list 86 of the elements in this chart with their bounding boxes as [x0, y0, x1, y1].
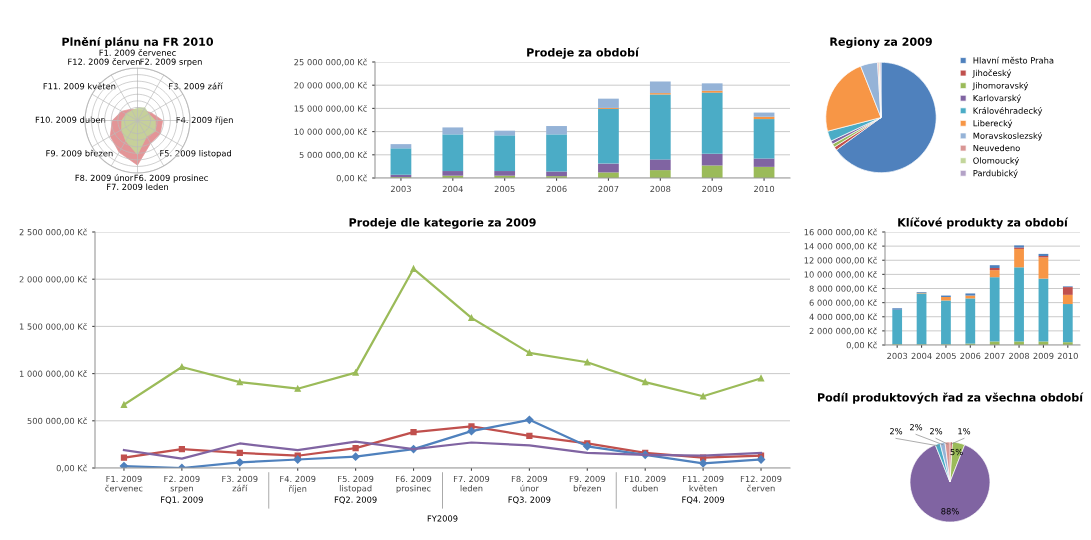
data-label: 2%: [930, 428, 943, 435]
legend-label: Pardubický: [973, 169, 1018, 178]
spoke-label: F11. 2009 květen: [43, 82, 116, 90]
spoke-label: F2. 2009 srpen: [140, 58, 202, 67]
x-tick-label: F3. 2009 září: [222, 475, 258, 492]
spoke-label: F5. 2009 listopad: [160, 150, 231, 159]
x-tick-label: F6. 2009 prosinec: [396, 475, 432, 494]
x-tick-label: 2007: [598, 185, 619, 193]
chart-title: Prodeje dle kategorie za 2009: [349, 218, 536, 229]
legend-label: Karlovarský: [973, 94, 1022, 103]
chart-title: Regiony za 2009: [830, 37, 932, 49]
spoke-label: F8. 2009 únor: [75, 174, 134, 182]
text: FQ3. 2009: [508, 496, 551, 504]
y-tick-label: 2 000 000,00 Kč: [19, 275, 87, 284]
x-tick-label: 2003: [887, 352, 908, 360]
y-tick-label: 12 000 000,00 Kč: [804, 256, 877, 265]
y-tick-label: 25 000 000,00 Kč: [294, 58, 367, 67]
spoke-label: F6. 2009 prosinec: [134, 174, 208, 183]
legend-label: Olomoucký: [973, 156, 1020, 166]
spoke-label: F1. 2009 červenec: [99, 49, 176, 56]
data-label: 2%: [910, 424, 923, 431]
x-tick-label: 2006: [546, 185, 567, 193]
y-tick-label: 20 000 000,00 Kč: [294, 81, 367, 90]
x-tick-label: 2007: [984, 352, 1005, 360]
x-tick-label: F8. 2009 únor: [511, 475, 548, 492]
x-tick-label: 2009: [1033, 352, 1054, 360]
y-tick-label: 2 000 000,00 Kč: [809, 327, 877, 336]
legend-label: Jihočeský: [972, 69, 1012, 78]
x-tick-label: 2008: [650, 185, 671, 193]
y-tick-label: 10 000 000,00 Kč: [804, 270, 877, 279]
spoke-label: F10. 2009 duben: [35, 116, 106, 123]
data-label: 1%: [958, 428, 971, 435]
x-tick-label: 2010: [1057, 352, 1078, 360]
legend-label: Moravskoslezský: [973, 132, 1043, 141]
spoke-label: F9. 2009 březen: [46, 149, 113, 157]
y-tick-label: 8 000 000,00 Kč: [809, 285, 877, 293]
spoke-label: F12. 2009 červen: [68, 58, 140, 65]
y-tick-label: 16 000 000,00 Kč: [804, 228, 877, 237]
legend-label: Hlavní město Praha: [973, 56, 1054, 64]
y-tick-label: 0,00 Kč: [846, 341, 877, 350]
text: FQ2. 2009: [334, 496, 377, 504]
y-tick-label: 15 000 000,00 Kč: [294, 104, 367, 113]
legend-label: Jihomoravský: [972, 81, 1029, 91]
y-tick-label: 1 000 000,00 Kč: [19, 370, 87, 378]
y-tick-label: 6 000 000,00 Kč: [809, 299, 877, 307]
chart-title: Plnění plánu na FR 2010: [62, 36, 214, 49]
x-tick-label: 2004: [442, 185, 463, 193]
text: FQ1. 2009: [161, 496, 203, 504]
legend-label: Královéhradecký: [973, 107, 1043, 116]
y-tick-label: 0,00 Kč: [56, 464, 87, 473]
x-tick-label: F11. 2009 květen: [682, 475, 724, 492]
y-tick-label: 5 000 000,00 Kč: [299, 151, 367, 159]
chart-title: Klíčové produkty za období: [898, 217, 1069, 229]
y-tick-label: 14 000 000,00 Kč: [804, 242, 877, 251]
data-label: 2%: [890, 428, 903, 435]
x-tick-label: 2005: [494, 185, 515, 193]
y-tick-label: 1 500 000,00 Kč: [19, 322, 87, 331]
legend-label: Liberecký: [973, 119, 1013, 128]
x-tick-label: 2006: [960, 352, 981, 360]
x-tick-label: F7. 2009 leden: [453, 475, 490, 492]
x-tick-label: F4. 2009 říjen: [280, 475, 316, 494]
x-tick-label: F1. 2009 červenec: [105, 475, 143, 492]
y-tick-label: 4 000 000,00 Kč: [809, 313, 877, 321]
text: FQ4. 2009: [682, 496, 725, 504]
x-tick-label: 2004: [911, 352, 932, 360]
spoke-label: F4. 2009 říjen: [176, 116, 233, 125]
x-tick-label: 2010: [754, 185, 775, 193]
x-tick-label: F9. 2009 březen: [569, 475, 606, 492]
x-tick-label: F2. 2009 srpen: [164, 475, 200, 494]
x-tick-label: F12. 2009 červen: [740, 475, 782, 492]
x-tick-label: F5. 2009 listopad: [338, 475, 374, 494]
chart-title: Podíl produktových řad za všechna období: [817, 392, 1084, 404]
x-tick-label: F10. 2009 duben: [625, 475, 666, 492]
x-tick-label: 2008: [1009, 352, 1030, 360]
spoke-label: F3. 2009 září: [169, 82, 224, 90]
x-tick-label: 2009: [702, 185, 723, 193]
y-tick-label: 0,00 Kč: [336, 174, 367, 183]
chart-title: Prodeje za období: [527, 47, 640, 59]
y-tick-label: 10 000 000,00 Kč: [294, 128, 367, 136]
text: FY2009: [427, 515, 458, 522]
x-tick-label: 2005: [935, 352, 956, 360]
y-tick-label: 2 500 000,00 Kč: [19, 228, 87, 237]
legend-label: Neuvedeno: [973, 144, 1020, 152]
data-label: 88%: [941, 508, 959, 515]
x-tick-label: 2003: [390, 185, 411, 193]
y-tick-label: 500 000,00 Kč: [27, 417, 87, 425]
